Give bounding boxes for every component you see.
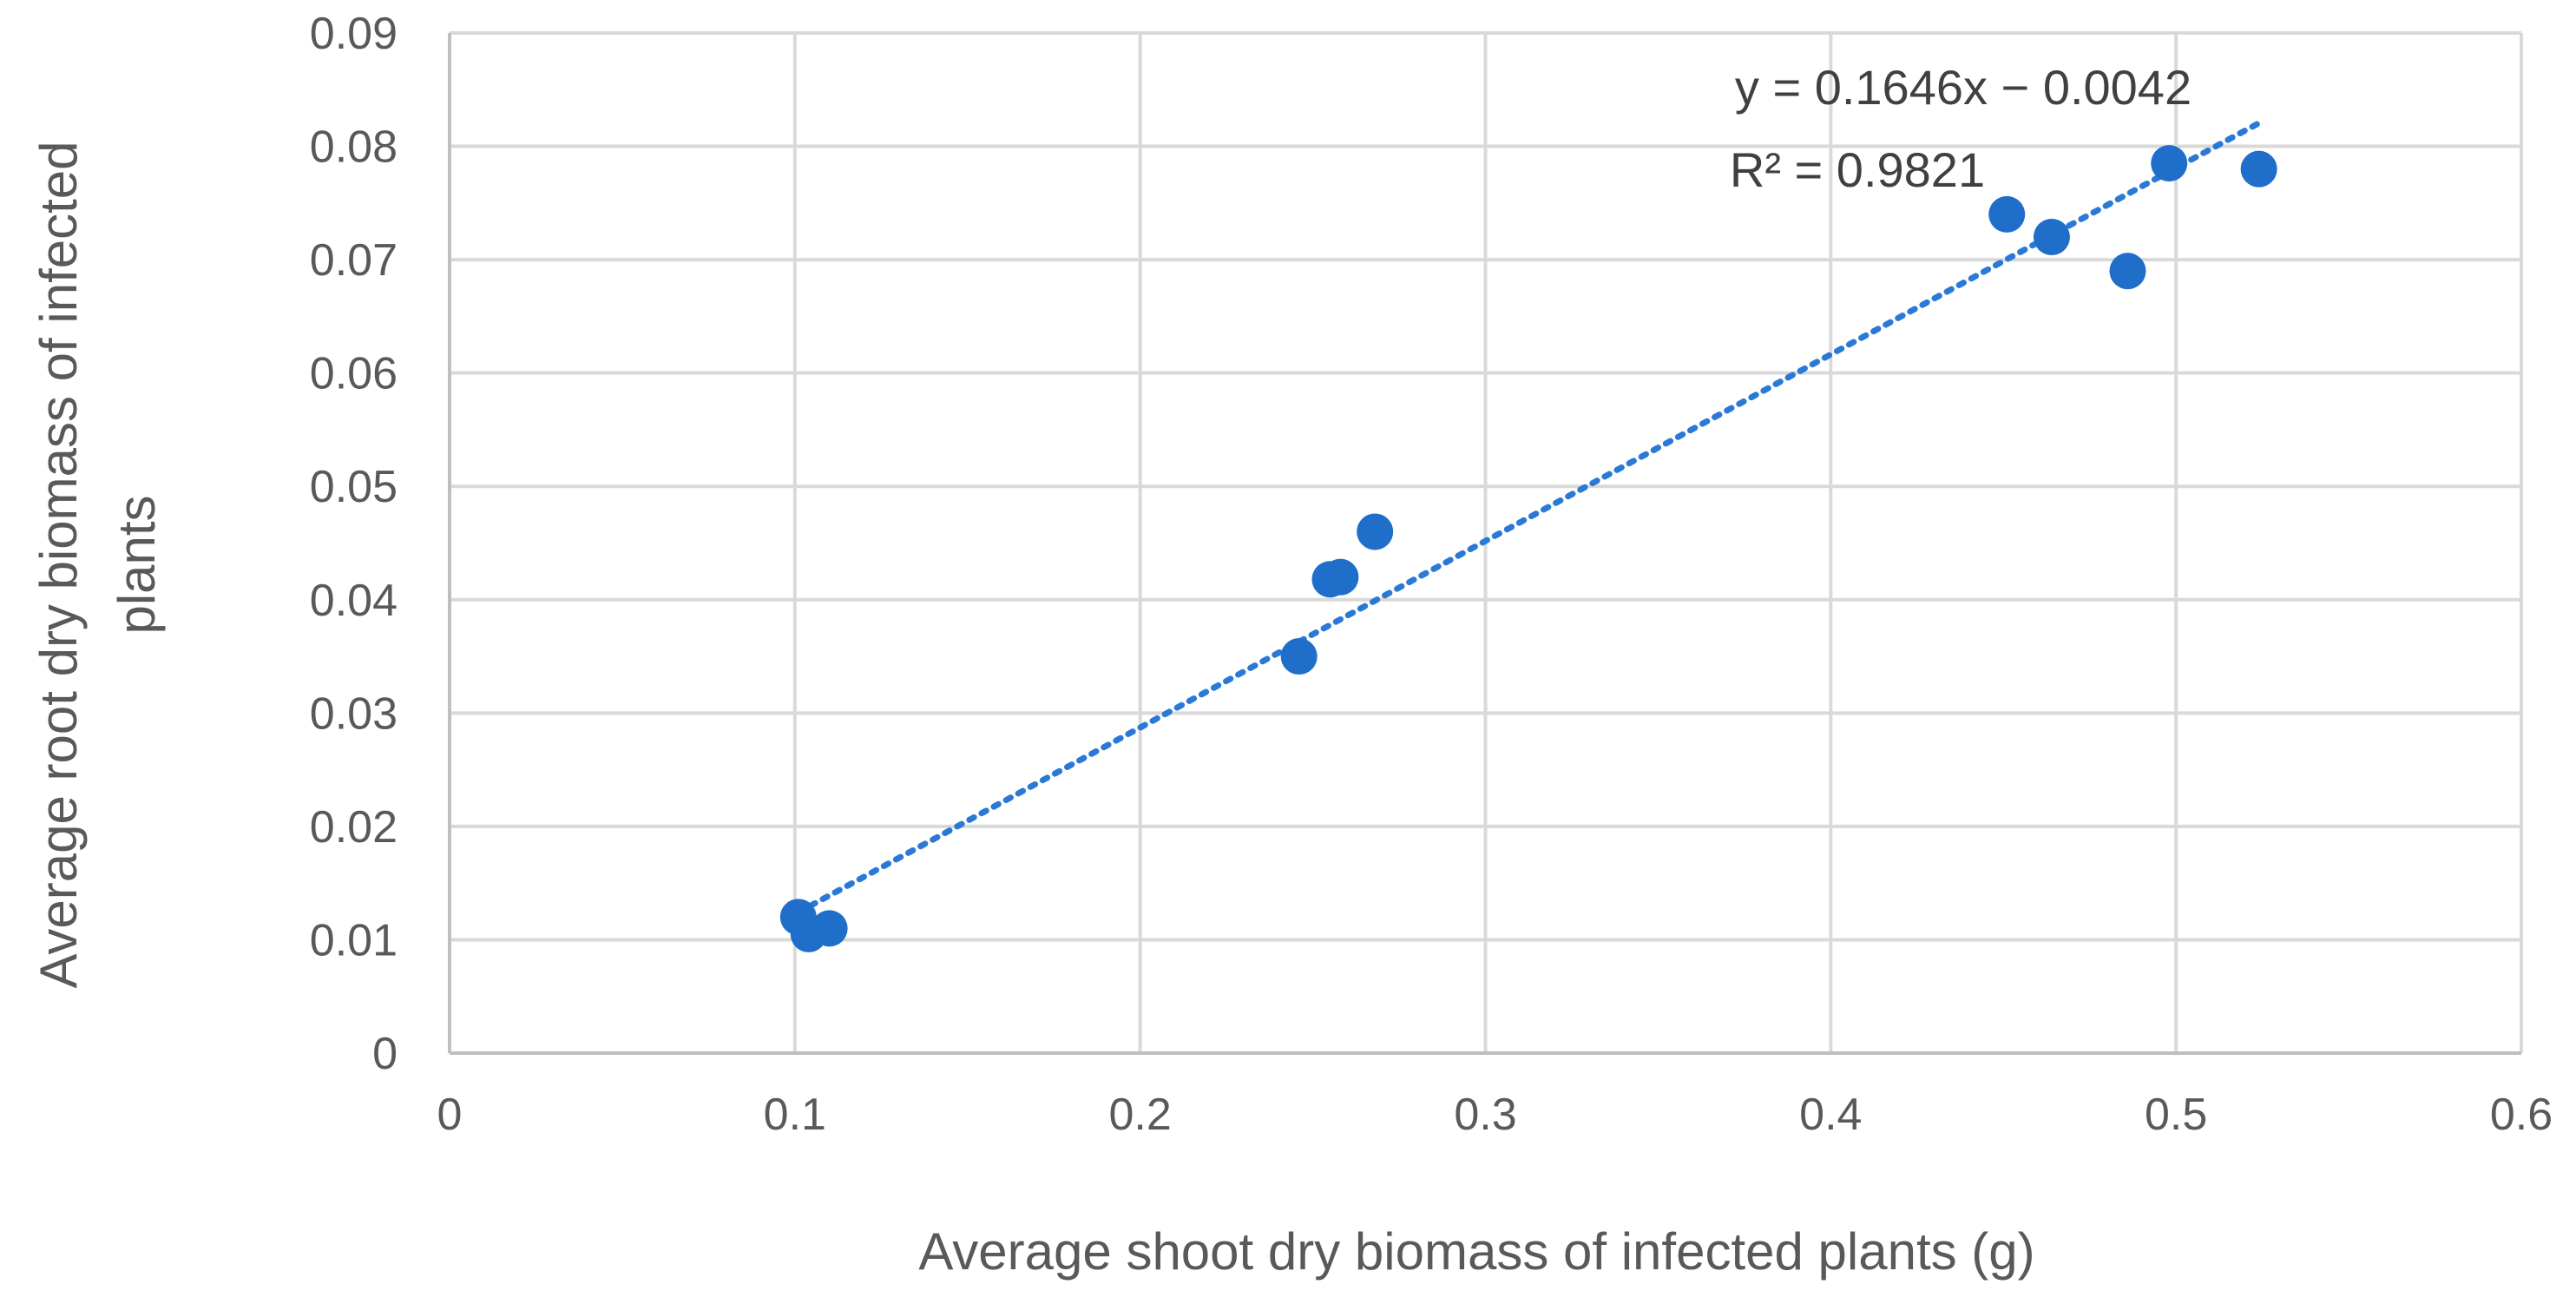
grid-layer — [450, 31, 2523, 1053]
y-tick-label: 0 — [372, 1029, 398, 1079]
y-axis-title: Average root dry biomass of infected plan… — [30, 141, 166, 988]
y-tick-label: 0.03 — [310, 688, 398, 739]
x-axis-title: Average shoot dry biomass of infected pl… — [918, 1222, 2034, 1281]
x-tick-label: 0 — [437, 1090, 463, 1140]
trendline-equation: y = 0.1646x − 0.0042 — [1735, 60, 2192, 115]
r-squared-label: R² = 0.9821 — [1730, 142, 1985, 197]
axis-layer — [448, 33, 2521, 1055]
data-points-layer — [779, 145, 2277, 952]
data-point — [1357, 513, 1394, 550]
data-point — [2109, 253, 2146, 290]
y-tick-label: 0.04 — [310, 576, 398, 626]
x-tick-label: 0.3 — [1454, 1090, 1516, 1140]
x-tick-label: 0.6 — [2490, 1090, 2553, 1140]
x-tick-label: 0.2 — [1109, 1090, 1172, 1140]
y-axis-title-line: plants — [108, 495, 166, 634]
y-tick-label: 0.09 — [310, 9, 398, 59]
data-point — [2240, 150, 2277, 188]
data-point — [1280, 638, 1318, 675]
linear-trendline — [795, 120, 2263, 916]
y-tick-label: 0.07 — [310, 235, 398, 286]
x-tick-label: 0.5 — [2145, 1090, 2207, 1140]
data-point — [2033, 219, 2070, 255]
data-point — [811, 910, 848, 947]
y-tick-label: 0.06 — [310, 349, 398, 399]
labels-layer: 0 0.01 0.02 0.03 0.04 0.05 0.06 0.07 0.08 0.09 0 0.… — [30, 9, 2553, 1281]
data-point — [1322, 558, 1359, 596]
y-tick-label: 0.05 — [310, 462, 398, 512]
x-tick-label: 0.4 — [1799, 1090, 1862, 1140]
y-tick-label: 0.08 — [310, 122, 398, 173]
data-point — [1988, 195, 2026, 233]
x-tick-label: 0.1 — [764, 1090, 826, 1140]
data-point — [2151, 145, 2188, 182]
y-tick-label: 0.02 — [310, 802, 398, 853]
trendline-layer — [795, 120, 2263, 916]
y-tick-label: 0.01 — [310, 915, 398, 965]
y-axis-title-line: Average root dry biomass of infected — [30, 141, 88, 988]
